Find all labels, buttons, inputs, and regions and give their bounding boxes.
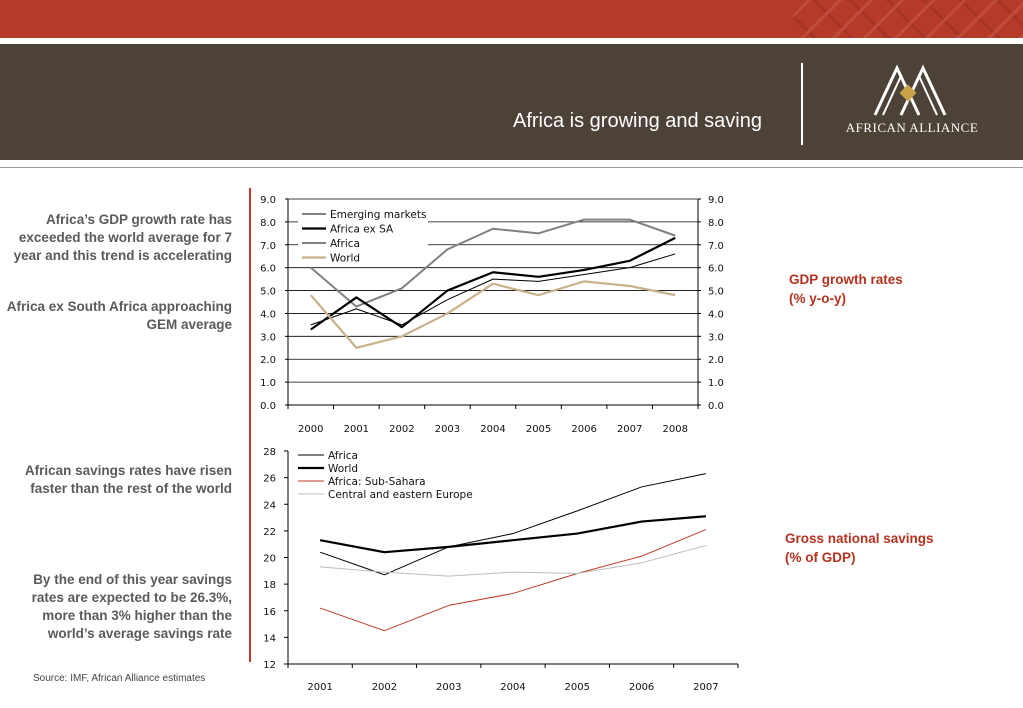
y2-tick-label: 6.0 bbox=[708, 264, 724, 275]
y2-tick-label: 4.0 bbox=[708, 309, 724, 320]
y-tick-label: 6.0 bbox=[260, 264, 276, 275]
note-savings-forecast: By the end of this year savings rates ar… bbox=[31, 572, 232, 641]
y-tick-label: 20 bbox=[263, 554, 276, 565]
note-gdp-growth: Africa’s GDP growth rate has exceeded th… bbox=[13, 212, 232, 263]
x-tick-label: 2001 bbox=[344, 424, 369, 435]
y2-tick-label: 9.0 bbox=[708, 195, 724, 206]
african-alliance-logo: AFRICAN ALLIANCE bbox=[845, 60, 979, 140]
series-line bbox=[319, 473, 706, 576]
y-tick-label: 24 bbox=[263, 500, 276, 511]
legend-label: Africa ex SA bbox=[330, 224, 394, 236]
series-line bbox=[310, 253, 676, 326]
top-banner bbox=[0, 0, 1023, 38]
logo-mark-icon bbox=[873, 64, 947, 116]
y-tick-label: 3.0 bbox=[260, 332, 276, 343]
y-tick-label: 8.0 bbox=[260, 218, 276, 229]
banner-pattern bbox=[793, 0, 1023, 38]
source-note: Source: IMF, African Alliance estimates bbox=[33, 673, 206, 684]
legend-label: World bbox=[328, 463, 358, 475]
legend-label: World bbox=[330, 253, 360, 265]
y-tick-label: 2.0 bbox=[260, 355, 276, 366]
series-line bbox=[309, 280, 676, 349]
legend-label: Emerging markets bbox=[330, 209, 426, 221]
y-tick-label: 26 bbox=[263, 474, 276, 485]
x-tick-label: 2003 bbox=[436, 682, 461, 693]
y2-tick-label: 3.0 bbox=[708, 332, 724, 343]
series-line bbox=[310, 218, 676, 308]
series-line bbox=[319, 529, 707, 632]
y2-tick-label: 7.0 bbox=[708, 241, 724, 252]
y-tick-label: 1.0 bbox=[260, 378, 276, 389]
x-tick-label: 2008 bbox=[662, 424, 687, 435]
y2-tick-label: 8.0 bbox=[708, 218, 724, 229]
y-tick-label: 4.0 bbox=[260, 309, 276, 320]
x-tick-label: 2005 bbox=[565, 682, 590, 693]
y-tick-label: 16 bbox=[263, 607, 276, 618]
x-tick-label: 2007 bbox=[617, 424, 642, 435]
title-divider bbox=[801, 63, 803, 145]
y-tick-label: 0.0 bbox=[260, 401, 276, 412]
title-band bbox=[0, 44, 1023, 160]
x-tick-label: 2005 bbox=[526, 424, 551, 435]
x-tick-label: 2000 bbox=[298, 424, 323, 435]
y-tick-label: 28 bbox=[263, 447, 276, 458]
series-line bbox=[320, 545, 706, 577]
y-tick-label: 12 bbox=[263, 660, 276, 671]
gdp-chart-label: GDP growth rates (% y-o-y) bbox=[789, 272, 903, 306]
logo-text: AFRICAN ALLIANCE bbox=[845, 120, 979, 135]
y-tick-label: 9.0 bbox=[260, 195, 276, 206]
separator bbox=[0, 167, 1023, 168]
y2-tick-label: 1.0 bbox=[708, 378, 724, 389]
x-tick-label: 2002 bbox=[389, 424, 414, 435]
x-tick-label: 2006 bbox=[571, 424, 596, 435]
x-tick-label: 2006 bbox=[629, 682, 654, 693]
series-line bbox=[310, 236, 676, 331]
y2-tick-label: 5.0 bbox=[708, 287, 724, 298]
note-africa-ex-sa: Africa ex South Africa approaching GEM a… bbox=[6, 299, 232, 332]
legend-label: Central and eastern Europe bbox=[328, 489, 473, 501]
y-tick-label: 7.0 bbox=[260, 241, 276, 252]
accent-vertical-line bbox=[249, 188, 251, 662]
y-tick-label: 18 bbox=[263, 580, 276, 591]
y-tick-label: 14 bbox=[263, 633, 276, 644]
legend-label: Africa: Sub-Sahara bbox=[328, 476, 426, 488]
y-tick-label: 5.0 bbox=[260, 287, 276, 298]
x-tick-label: 2002 bbox=[372, 682, 397, 693]
x-tick-label: 2004 bbox=[500, 682, 525, 693]
legend-label: Africa bbox=[330, 238, 360, 250]
y-tick-label: 22 bbox=[263, 527, 276, 538]
x-tick-label: 2001 bbox=[307, 682, 332, 693]
x-tick-label: 2004 bbox=[480, 424, 505, 435]
note-savings-rise: African savings rates have risen faster … bbox=[24, 463, 232, 496]
legend-label: Africa bbox=[328, 450, 358, 462]
savings-chart-label: Gross national savings (% of GDP) bbox=[785, 531, 934, 565]
y2-tick-label: 2.0 bbox=[708, 355, 724, 366]
page-title: Africa is growing and saving bbox=[512, 110, 762, 132]
x-tick-label: 2007 bbox=[693, 682, 718, 693]
x-tick-label: 2003 bbox=[435, 424, 460, 435]
y2-tick-label: 0.0 bbox=[708, 401, 724, 412]
series-line bbox=[319, 515, 706, 554]
